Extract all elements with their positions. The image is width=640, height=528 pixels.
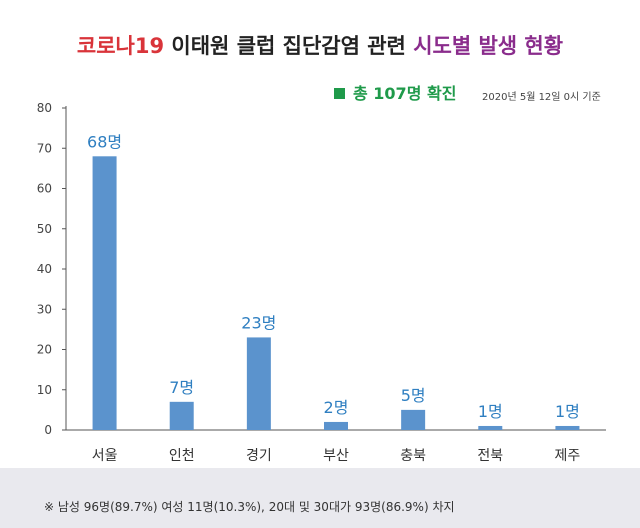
footer-band: ※ 남성 96명(89.7%) 여성 11명(10.3%), 20대 및 30대… xyxy=(0,468,640,528)
total-cases-text: 총 107명 확진 xyxy=(353,84,457,103)
data-label: 2명 xyxy=(324,398,349,417)
title-part-covid: 코로나19 xyxy=(76,34,165,58)
date-note: 2020년 5월 12일 0시 기준 xyxy=(482,92,601,103)
y-tick-label: 60 xyxy=(37,182,52,196)
y-tick-label: 30 xyxy=(37,302,52,316)
y-tick-label: 20 xyxy=(37,343,52,357)
y-tick-label: 80 xyxy=(37,101,52,115)
y-tick-label: 50 xyxy=(37,222,52,236)
y-tick-label: 0 xyxy=(44,423,52,437)
chart-title: 코로나19 이태원 클럽 집단감염 관련 시도별 발생 현황 xyxy=(0,30,640,60)
x-tick-label: 충북 xyxy=(400,448,426,464)
x-tick-label: 제주 xyxy=(555,448,581,464)
data-label: 1명 xyxy=(555,402,580,421)
bar xyxy=(246,337,271,430)
title-part-region: 시도별 발생 현황 xyxy=(413,34,564,58)
x-tick-label: 인천 xyxy=(169,448,195,464)
x-tick-label: 경기 xyxy=(246,448,272,464)
title-part-itaewon: 이태원 클럽 집단감염 관련 xyxy=(171,34,406,58)
x-tick-label: 서울 xyxy=(92,448,118,464)
bar xyxy=(555,425,580,430)
data-label: 1명 xyxy=(478,402,503,421)
bar xyxy=(478,425,503,430)
x-tick-label: 전북 xyxy=(477,448,503,464)
bar xyxy=(401,409,426,430)
y-tick-label: 70 xyxy=(37,141,52,155)
green-square-icon xyxy=(334,88,345,99)
data-label: 7명 xyxy=(169,378,194,397)
x-tick-label: 부산 xyxy=(323,448,349,464)
bar xyxy=(169,401,194,430)
data-label: 68명 xyxy=(87,132,122,151)
bar xyxy=(92,156,117,431)
data-label: 23명 xyxy=(241,313,276,332)
y-tick-label: 10 xyxy=(37,383,52,397)
total-cases-label: 총 107명 확진 xyxy=(334,80,456,104)
bar xyxy=(324,421,348,430)
footnote: ※ 남성 96명(89.7%) 여성 11명(10.3%), 20대 및 30대… xyxy=(44,500,455,514)
y-tick-label: 40 xyxy=(37,262,52,276)
data-label: 5명 xyxy=(401,386,426,405)
